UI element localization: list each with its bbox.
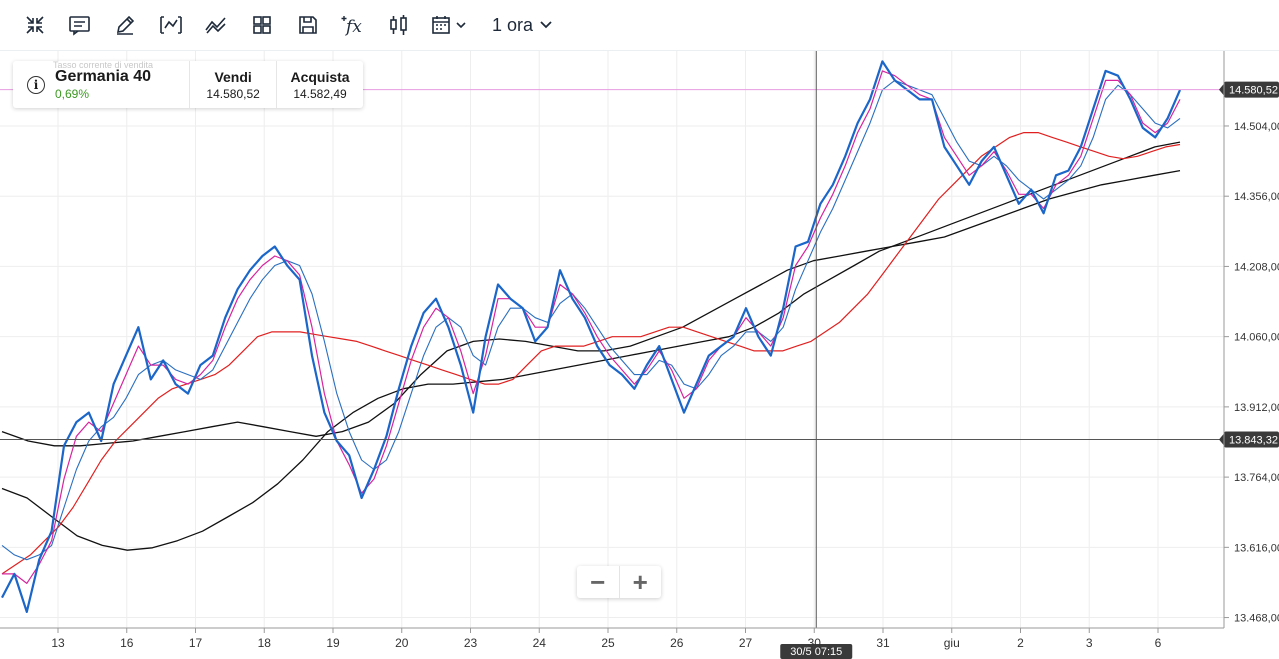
x-tick-label: 18 [258, 636, 272, 650]
series-layer [1, 60, 1182, 614]
x-tick-label: 3 [1086, 636, 1093, 650]
instrument-card: Tasso corrente di vendita i Germania 40 … [13, 60, 363, 108]
zoom-in-button[interactable]: + [632, 566, 648, 597]
save-icon[interactable] [291, 9, 325, 41]
long-ma-series-line [1, 141, 1181, 551]
y-tick-label: 14.356,00 [1234, 191, 1279, 203]
slow-ma-series-line [1, 131, 1181, 575]
crosshair-price-pointer [1219, 433, 1224, 446]
grid-lines [0, 51, 1224, 628]
collapse-icon[interactable] [18, 9, 52, 41]
svg-text:fx: fx [344, 17, 362, 37]
chart-toolbar: fx 1 ora [0, 0, 1279, 51]
x-tick-label: 24 [533, 636, 547, 650]
calendar-icon[interactable] [428, 9, 472, 41]
y-tick-label: 13.468,00 [1234, 613, 1279, 625]
sell-button[interactable]: Vendi 14.580,52 [190, 61, 278, 108]
y-tick-label: 13.616,00 [1234, 542, 1279, 554]
chart-type-icon[interactable] [154, 9, 188, 41]
current-price-label: 14.580,52 [1229, 85, 1278, 97]
y-tick-label: 14.504,00 [1234, 121, 1279, 133]
draw-icon[interactable] [108, 9, 142, 41]
buy-value: 14.582,49 [293, 86, 347, 101]
price-chart[interactable]: 14.580,52 13.843,32 30/5 07:15 14.504,00 14… [0, 51, 1279, 659]
axes-layer: 14.504,00 14.356,00 14.208,00 14.060,00 13.9… [0, 51, 1279, 650]
function-icon[interactable]: fx [336, 9, 370, 41]
x-tick-label: giu [944, 636, 960, 650]
x-tick-label: 26 [670, 636, 684, 650]
y-tick-label: 14.208,00 [1234, 261, 1279, 273]
fast-ma-series-line [2, 70, 1181, 585]
indicators-trend-icon[interactable] [199, 9, 233, 41]
x-tick-label: 13 [51, 636, 65, 650]
ghost-label: Tasso corrente di vendita [53, 60, 154, 70]
crosshair-price-badge [1224, 431, 1279, 448]
crosshair-time-badge [780, 644, 853, 659]
crosshair-price-label: 13.843,32 [1229, 434, 1278, 446]
x-tick-label: 2 [1017, 636, 1024, 650]
zoom-controls: − + [577, 566, 661, 598]
very-long-ma-series-line [1, 169, 1181, 447]
x-tick-label: 16 [120, 636, 134, 650]
notes-icon[interactable] [63, 9, 97, 41]
chevron-down-icon [540, 21, 552, 29]
price-series-line [1, 60, 1182, 614]
x-tick-label: 20 [395, 636, 409, 650]
timeframe-label: 1 ora [492, 14, 534, 35]
info-icon[interactable]: i [27, 75, 45, 94]
x-tick-label: 23 [464, 636, 478, 650]
timeframe-selector[interactable]: 1 ora [492, 12, 553, 38]
x-tick-label: 17 [189, 636, 203, 650]
buy-button[interactable]: Acquista 14.582,49 [277, 61, 363, 108]
x-tick-label: 6 [1155, 636, 1162, 650]
y-tick-label: 13.764,00 [1234, 472, 1279, 484]
x-tick-label: 19 [326, 636, 340, 650]
y-tick-label: 13.912,00 [1234, 402, 1279, 414]
candlestick-icon[interactable] [382, 9, 416, 41]
x-tick-label: 31 [876, 636, 890, 650]
buy-label: Acquista [290, 68, 350, 85]
x-tick-label: 30 [808, 636, 822, 650]
x-tick-label: 27 [739, 636, 753, 650]
instrument-main[interactable]: Tasso corrente di vendita i Germania 40 … [13, 60, 191, 108]
y-tick-label: 14.060,00 [1234, 332, 1279, 344]
zoom-out-button[interactable]: − [577, 566, 620, 598]
current-price-badge [1224, 81, 1279, 98]
instrument-change: 0,69% [55, 86, 90, 101]
sell-label: Vendi [214, 68, 252, 85]
current-price-pointer [1219, 83, 1224, 96]
sell-value: 14.580,52 [206, 86, 260, 101]
mid-ma-series-line [1, 79, 1181, 561]
layout-grid-icon[interactable] [245, 9, 279, 41]
x-tick-label: 25 [601, 636, 615, 650]
instrument-name: Germania 40 [55, 67, 152, 85]
crosshair-time-label: 30/5 07:15 [790, 646, 842, 658]
